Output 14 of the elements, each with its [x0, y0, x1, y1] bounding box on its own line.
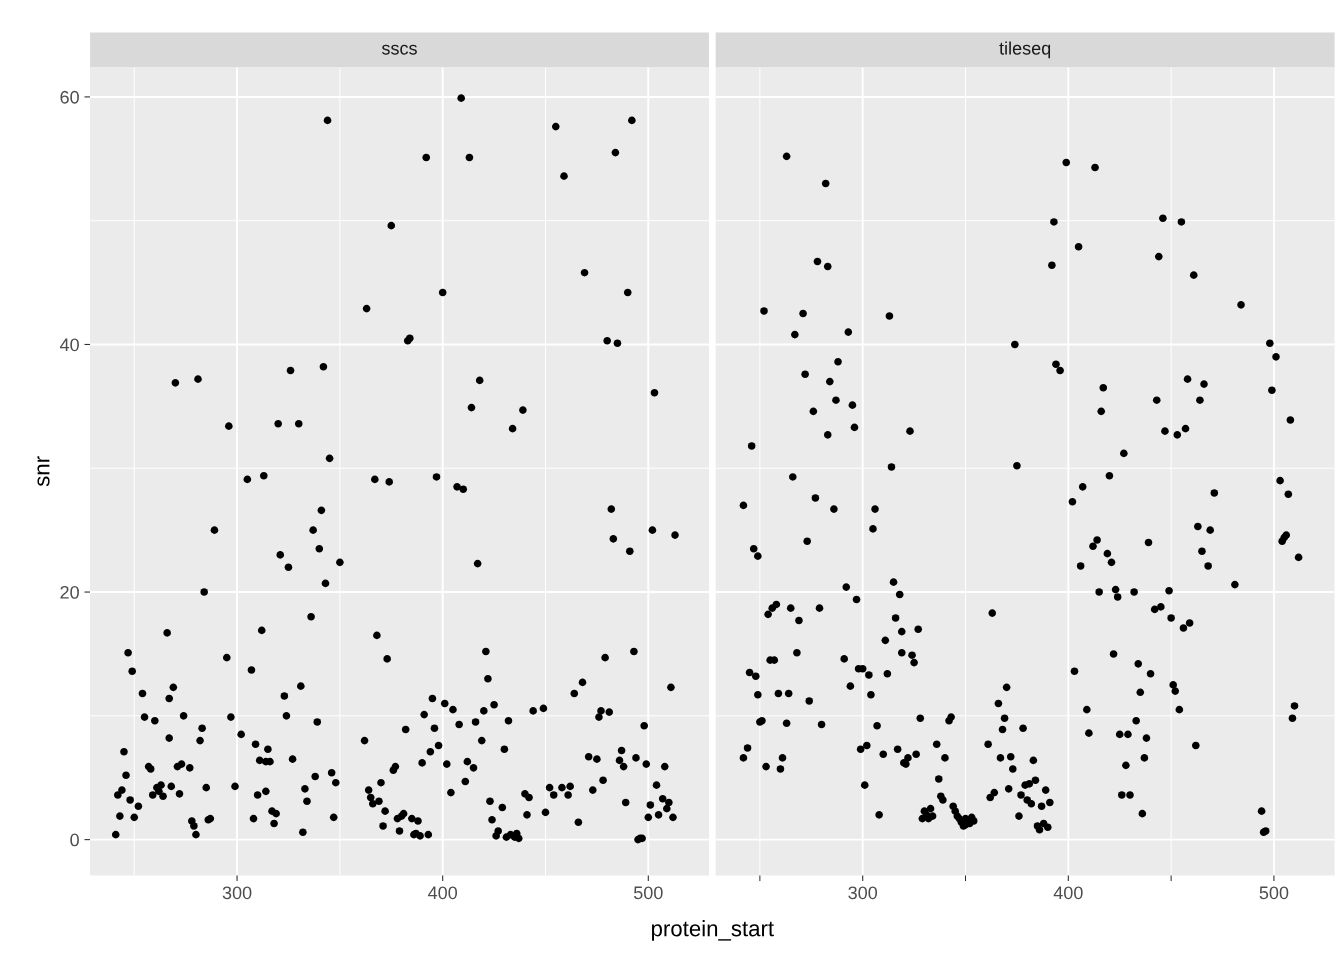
x-axis-title: protein_start	[652, 920, 774, 941]
chart-title: sscs	[381, 44, 417, 55]
y-tick-label: 60	[60, 90, 79, 104]
y-tick-label: 20	[60, 585, 79, 599]
x-tick-label: 400	[428, 886, 458, 900]
y-axis-title: snr	[37, 456, 50, 487]
x-tick-label: 500	[633, 886, 663, 900]
y-tick-label: 0	[70, 833, 79, 847]
x-tick-label: 300	[222, 886, 252, 900]
chart-title: tileseq	[999, 41, 1051, 59]
y-tick-label: 40	[59, 338, 79, 352]
x-tick-label: 400	[1053, 886, 1083, 900]
x-tick-label: 500	[1259, 886, 1289, 900]
x-tick-label: 300	[848, 886, 878, 900]
